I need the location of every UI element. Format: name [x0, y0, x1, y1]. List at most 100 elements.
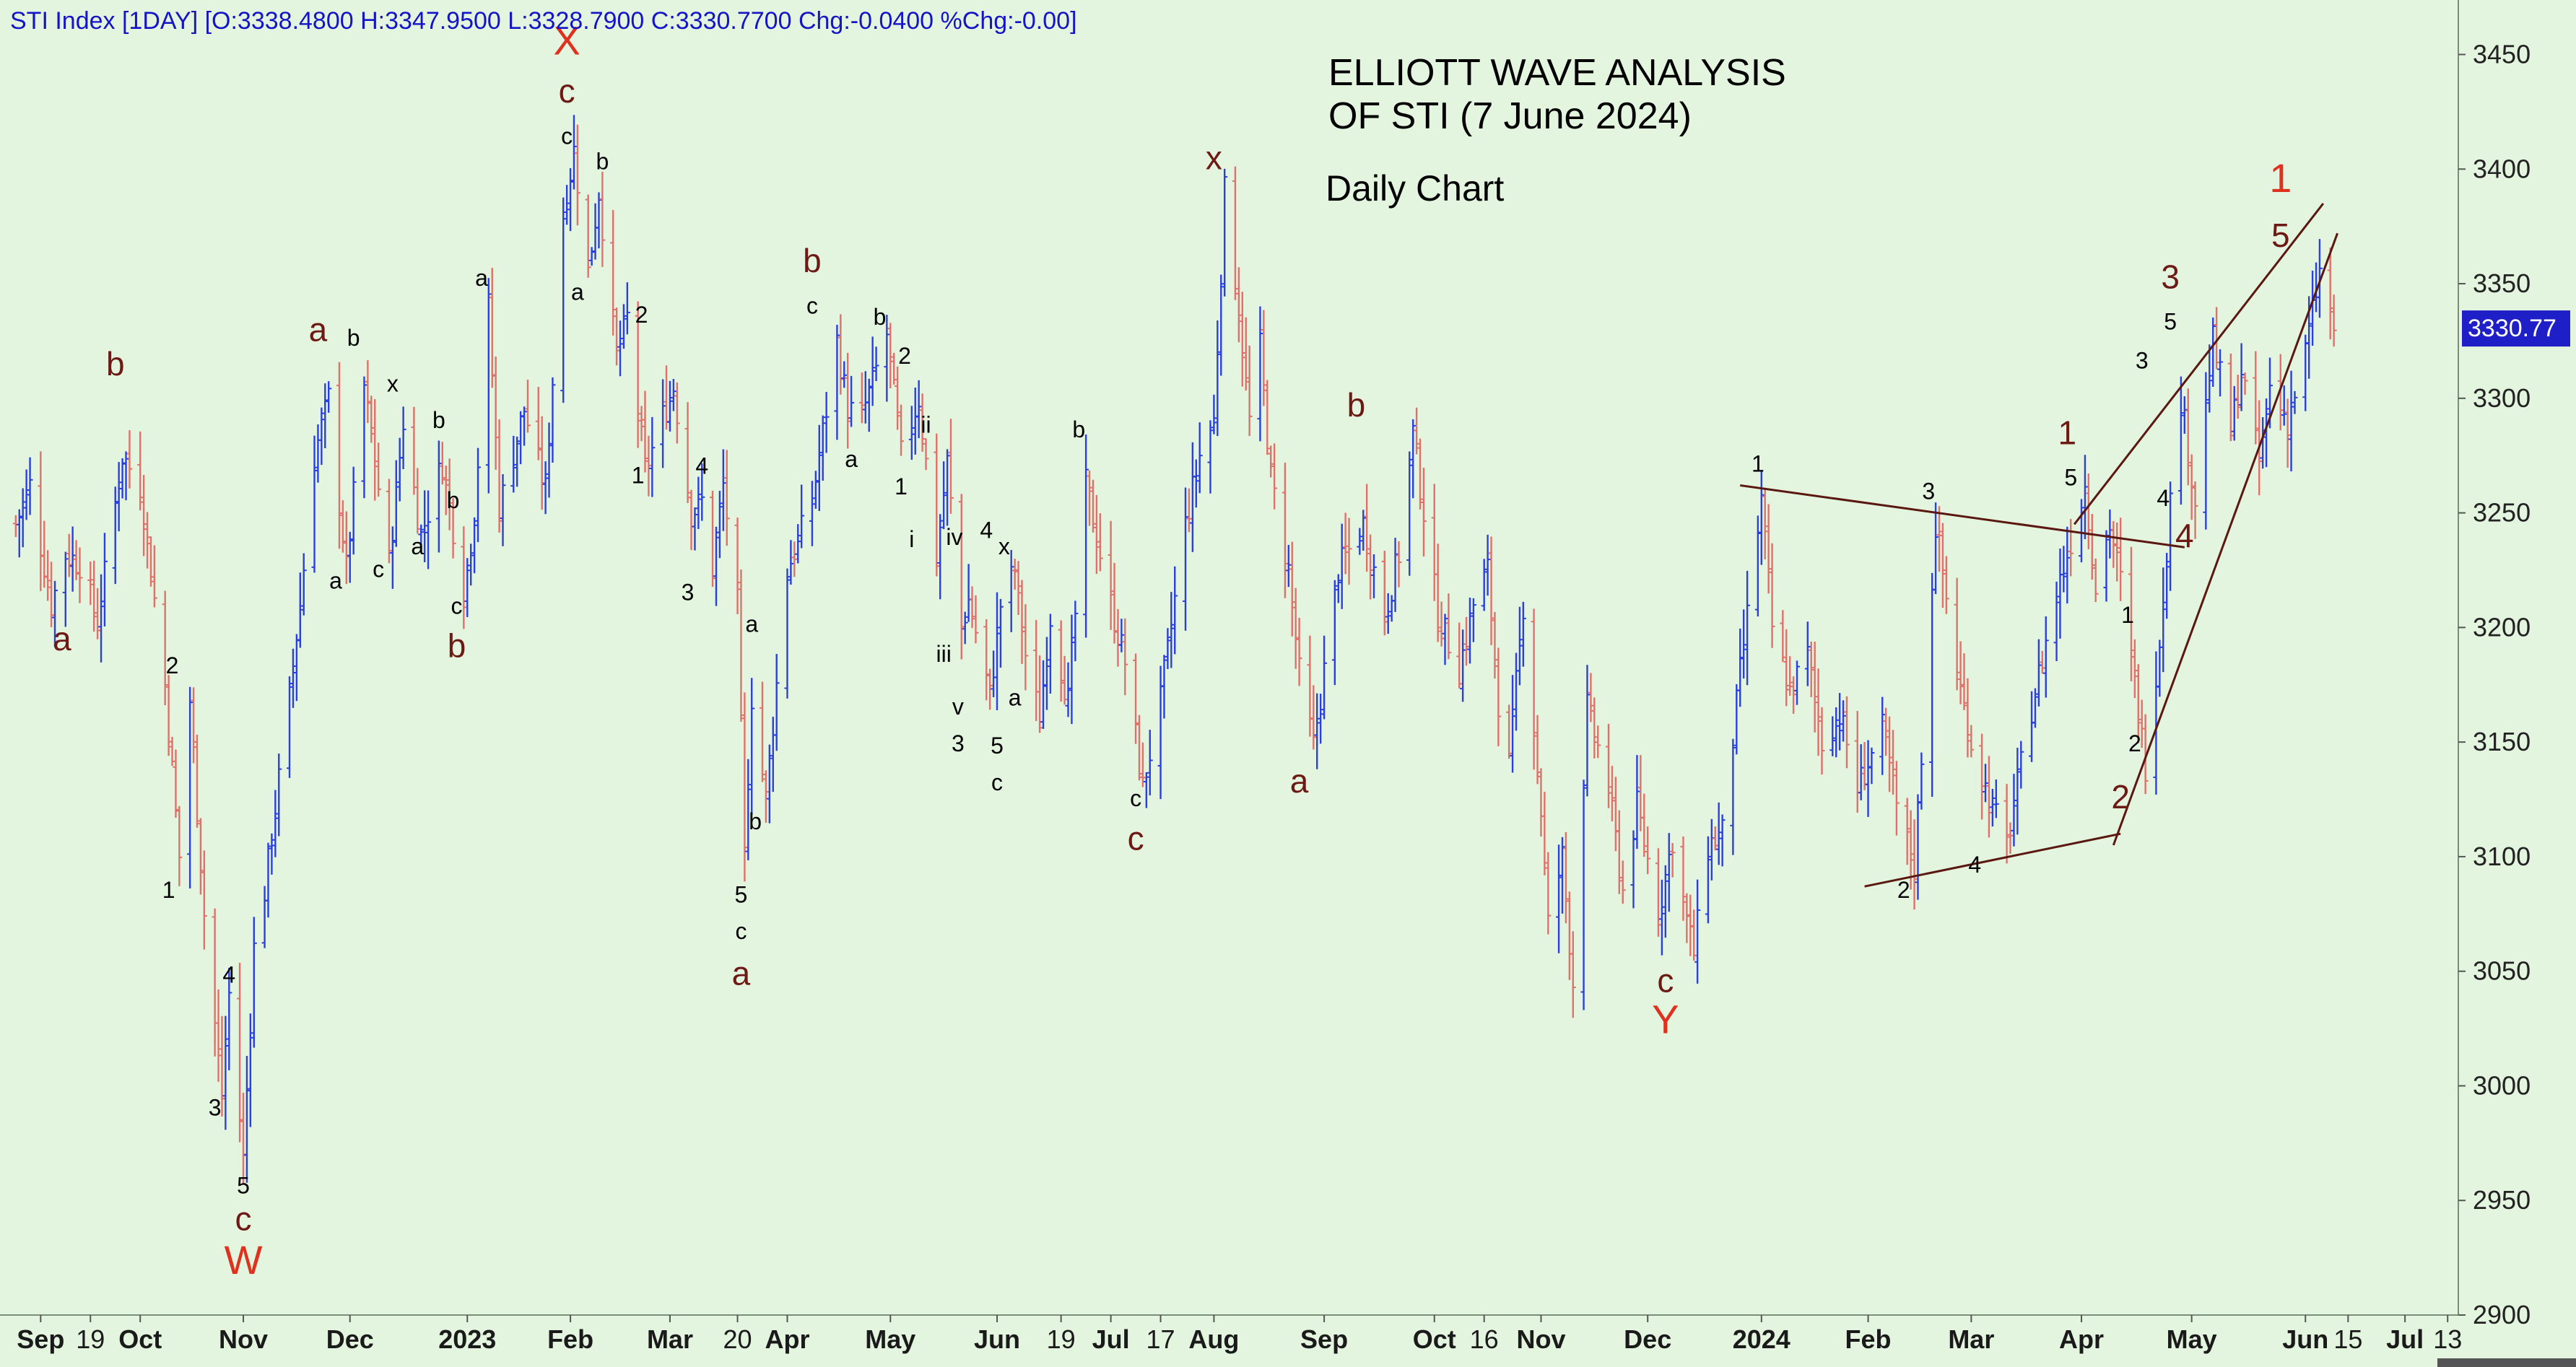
price-bar — [1837, 693, 1843, 751]
price-bar — [1089, 479, 1096, 533]
price-bar — [969, 586, 975, 629]
price-bar — [762, 770, 769, 823]
price-bar — [48, 562, 55, 627]
price-bar — [485, 278, 492, 494]
scrollbar-stub[interactable] — [2437, 1358, 2576, 1367]
price-bar — [2068, 519, 2074, 577]
price-bar — [1943, 556, 1949, 614]
x-tick-label: Dec — [1624, 1324, 1671, 1354]
wave-label-major: W — [225, 1237, 263, 1283]
x-tick-label: 17 — [1146, 1324, 1175, 1354]
y-tick-label: 3250 — [2473, 498, 2531, 528]
wave-label-minor: 1 — [162, 877, 175, 903]
price-bar — [1257, 306, 1263, 442]
price-bar — [66, 533, 72, 577]
price-bar — [1964, 678, 1971, 758]
price-bar — [2079, 499, 2084, 563]
wave-label-minor: 4 — [695, 453, 708, 479]
price-bar — [1346, 517, 1352, 585]
price-bar — [972, 595, 979, 644]
price-bar — [1787, 656, 1793, 696]
wave-label-minor: c — [1130, 785, 1141, 811]
price-bar — [119, 458, 126, 499]
x-tick-label: Mar — [1948, 1324, 1994, 1354]
price-bar — [1463, 616, 1470, 666]
price-bar — [2032, 688, 2038, 728]
price-bar — [1282, 463, 1288, 598]
price-bar — [1780, 610, 1786, 663]
price-bar — [2142, 714, 2149, 795]
wave-label-minor: 4 — [1968, 852, 1981, 878]
price-bar — [1331, 580, 1338, 686]
price-bar — [784, 568, 791, 699]
price-bar — [1011, 559, 1018, 590]
price-bar — [962, 611, 968, 645]
price-bar — [123, 451, 129, 501]
price-bar — [375, 442, 382, 497]
price-bar — [1061, 655, 1068, 705]
x-tick-label: 19 — [1047, 1324, 1076, 1354]
trendline-triangle-lower — [1864, 832, 2121, 888]
x-tick-label: 20 — [723, 1324, 752, 1354]
price-bar — [2039, 650, 2045, 674]
price-bar — [1662, 865, 1668, 938]
wave-label-minor: 2 — [2128, 730, 2141, 756]
price-bar — [326, 381, 332, 413]
price-bar — [2011, 774, 2017, 847]
wave-label-major: 1 — [2269, 155, 2292, 201]
price-bar — [1510, 675, 1516, 773]
price-bars — [12, 115, 2337, 1184]
price-bar — [1904, 798, 1910, 865]
x-tick-label: Mar — [647, 1324, 693, 1354]
price-bar — [162, 590, 168, 706]
price-bar — [635, 301, 641, 448]
wave-label-minor: 2 — [635, 302, 648, 328]
x-tick-label: Jun — [2282, 1324, 2328, 1354]
price-bar — [1097, 513, 1103, 572]
wave-label-minor: a — [845, 446, 858, 472]
price-bar — [1222, 168, 1228, 297]
price-bar — [1165, 628, 1171, 669]
wave-label-mid: x — [1206, 139, 1222, 176]
price-bar — [1758, 471, 1765, 565]
price-bar — [1438, 601, 1445, 647]
price-bar — [350, 466, 357, 555]
price-bar — [823, 392, 830, 453]
x-tick-label: Feb — [547, 1324, 593, 1354]
price-bar — [1989, 789, 1996, 827]
price-bar — [1122, 618, 1128, 696]
price-bar — [571, 115, 577, 190]
price-bar — [446, 458, 453, 530]
wave-label-mid: 5 — [2271, 217, 2290, 254]
wave-label-minor: 3 — [2136, 348, 2149, 374]
price-bar — [1261, 310, 1267, 406]
price-bar — [2203, 372, 2209, 530]
price-bar — [937, 514, 944, 600]
price-bar — [934, 433, 940, 577]
price-bar — [1754, 515, 1761, 617]
wave-label-minor: b — [347, 325, 360, 351]
price-bar — [2188, 454, 2195, 520]
wave-label-mid: b — [803, 242, 822, 279]
price-bar — [1442, 613, 1448, 665]
wave-label-minor: 1 — [1752, 450, 1765, 476]
price-bar — [1936, 506, 1943, 572]
wave-label-mid: b — [1347, 386, 1366, 424]
price-bar — [1811, 642, 1818, 733]
axes[interactable]: 2900 2950 3000 3050 3100 3150 3200 3250 3300 3350… — [0, 0, 2531, 1354]
wave-label-mid: 2 — [2111, 778, 2130, 816]
price-bar — [1915, 794, 1921, 900]
price-bar — [2292, 390, 2298, 414]
price-bar — [1019, 580, 1025, 664]
price-bar — [1133, 653, 1139, 744]
price-bar — [1406, 451, 1413, 576]
price-bar — [1939, 523, 1946, 608]
price-bar — [1843, 696, 1850, 769]
wave-label-minor: a — [329, 567, 342, 593]
price-bar — [1730, 738, 1736, 855]
price-bar — [1790, 676, 1797, 715]
price-bar — [1111, 562, 1118, 644]
price-bar — [834, 325, 840, 440]
price-bar — [475, 447, 482, 543]
wave-label-minor: ii — [921, 411, 931, 437]
